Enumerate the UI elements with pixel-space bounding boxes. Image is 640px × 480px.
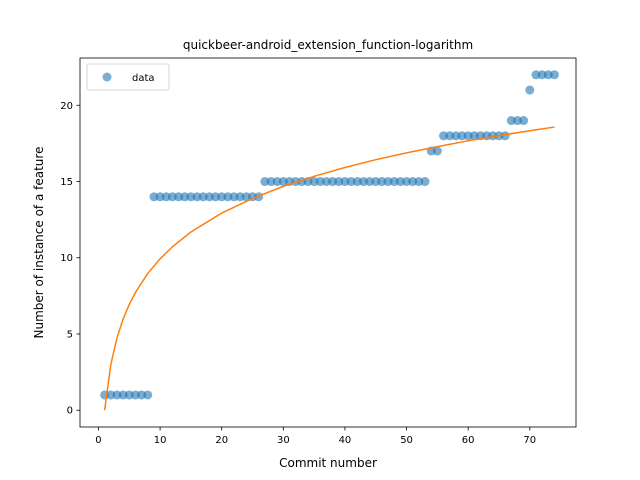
data-point [389,177,399,187]
data-point [549,70,559,80]
data-point [272,177,282,187]
x-tick-label: 70 [523,435,536,446]
data-point [235,192,245,202]
data-point [445,131,455,141]
data-point [439,131,449,141]
data-point [167,192,177,202]
x-tick-label: 20 [215,435,228,446]
data-point [463,131,473,141]
y-tick-label: 15 [60,177,73,188]
data-point [402,177,412,187]
data-point [309,177,319,187]
y-axis: 0 5 10 15 20 [60,101,80,417]
data-point [198,192,208,202]
data-point [118,390,128,400]
data-point [217,192,227,202]
data-point [420,177,430,187]
data-point [137,390,147,400]
data-point [143,390,153,400]
legend: data [86,63,170,91]
data-point [112,390,122,400]
data-point [149,192,159,202]
data-point [537,70,547,80]
x-tick-label: 50 [400,435,413,446]
data-point [352,177,362,187]
y-tick-label: 5 [67,329,73,340]
x-tick-label: 10 [154,435,167,446]
data-point [451,131,461,141]
data-point [334,177,344,187]
data-point [395,177,405,187]
x-axis-label: Commit number [279,456,377,470]
data-point [241,192,251,202]
data-point [531,70,541,80]
data-point [204,192,214,202]
data-point [383,177,393,187]
fit-line [103,126,555,411]
data-point [512,116,522,126]
data-point [346,177,356,187]
data-point [525,85,535,95]
data-point [161,192,171,202]
data-point [321,177,331,187]
x-tick-label: 60 [462,435,475,446]
x-axis: 0 10 20 30 40 50 60 70 [95,427,536,446]
y-tick-label: 0 [67,406,73,417]
data-point [328,177,338,187]
data-point [223,192,233,202]
data-point [174,192,184,202]
legend-box [86,63,170,91]
data-point [124,390,134,400]
legend-label: data [132,73,155,84]
data-point [229,192,239,202]
data-point [457,131,467,141]
data-point [340,177,350,187]
data-point [180,192,190,202]
data-point [266,177,276,187]
data-point [488,131,498,141]
data-point [260,177,270,187]
x-tick-label: 40 [339,435,352,446]
data-point [211,192,221,202]
plot-area [100,70,559,411]
data-point [130,390,140,400]
data-point [432,146,442,156]
data-point [155,192,165,202]
chart-title: quickbeer-android_extension_function-log… [183,38,473,52]
data-point [543,70,553,80]
data-point [469,131,479,141]
data-point [365,177,375,187]
data-point [192,192,202,202]
data-point [519,116,529,126]
axes-frame [79,57,577,428]
data-point [506,116,516,126]
x-tick-label: 30 [277,435,290,446]
x-tick-label: 0 [95,435,101,446]
data-point [377,177,387,187]
data-point [278,177,288,187]
y-tick-label: 10 [60,253,73,264]
data-point [106,390,116,400]
data-point [408,177,418,187]
legend-marker [102,72,112,82]
data-point [358,177,368,187]
y-tick-label: 20 [60,101,73,112]
data-point [186,192,196,202]
data-point [315,177,325,187]
data-point [414,177,424,187]
y-axis-label: Number of instance of a feature [32,147,46,339]
data-point [371,177,381,187]
data-point [500,131,510,141]
